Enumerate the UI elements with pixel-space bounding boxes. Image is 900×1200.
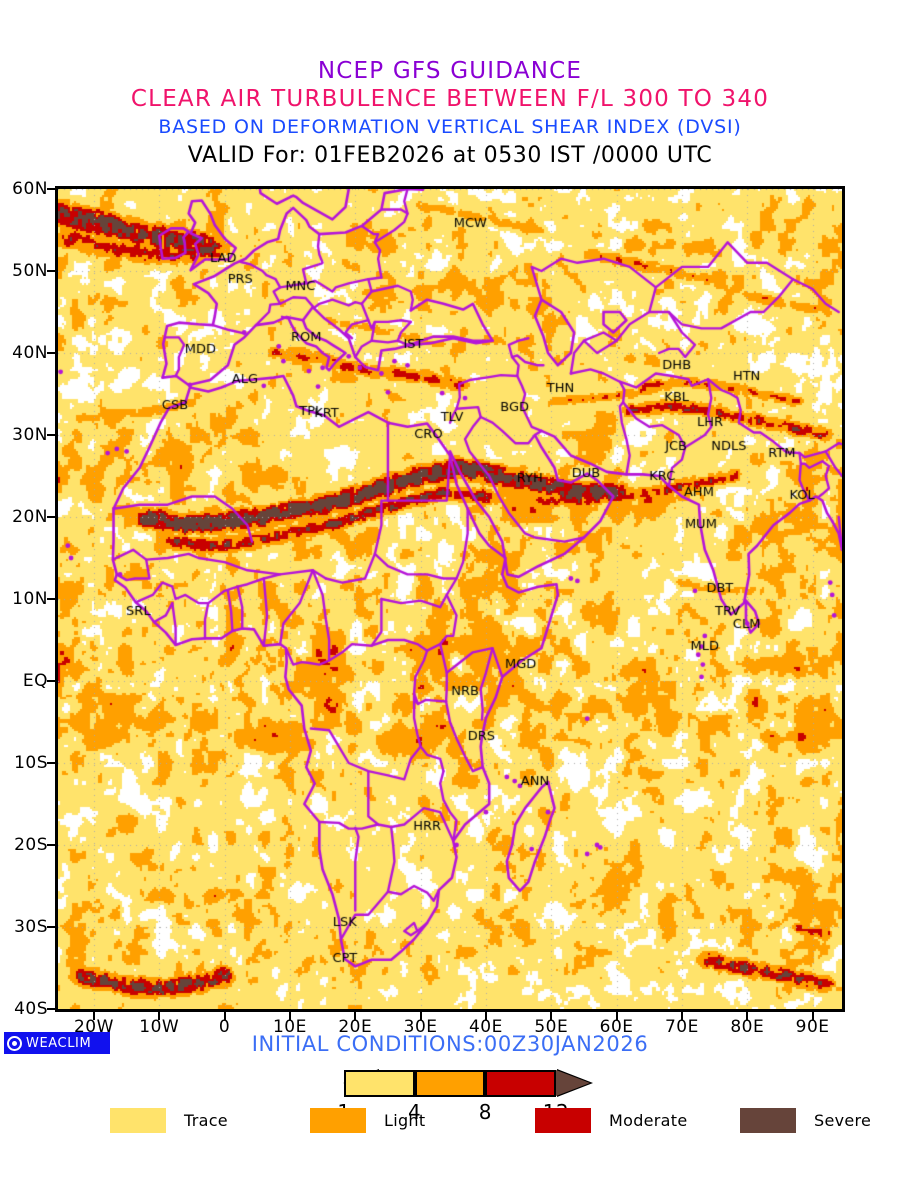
lat-tick-30N (47, 434, 55, 436)
legend-item-light: Light (310, 1108, 425, 1133)
lon-label-20E: 20E (338, 1017, 373, 1037)
legend-item-trace: Trace (110, 1108, 228, 1133)
legend-label-light: Light (384, 1111, 426, 1130)
lon-tick-20W (92, 1012, 95, 1020)
legend-label-moderate: Moderate (609, 1111, 688, 1130)
legend-item-severe: Severe (740, 1108, 871, 1133)
lon-label-70E: 70E (664, 1017, 699, 1037)
lat-label-30N: 30N (12, 425, 48, 445)
legend-label-trace: Trace (184, 1111, 228, 1130)
lon-label-50E: 50E (534, 1017, 569, 1037)
lat-tick-20N (47, 516, 55, 518)
lon-tick-10E (288, 1012, 291, 1020)
colorbar-right-arrow (556, 1070, 590, 1096)
lat-label-40S: 40S (14, 999, 48, 1019)
lat-label-20N: 20N (12, 507, 48, 527)
colorbar-cell-moderate (485, 1070, 556, 1097)
lat-label-10S: 10S (14, 753, 48, 773)
legend-label-severe: Severe (814, 1111, 872, 1130)
lat-tick-40N (47, 352, 55, 354)
legend-swatch-light (310, 1108, 366, 1133)
lat-tick-40S (47, 1008, 55, 1010)
lat-tick-20S (47, 844, 55, 846)
lon-label-60E: 60E (599, 1017, 634, 1037)
map-frame (55, 186, 845, 1012)
lon-label-0: 0 (218, 1017, 231, 1037)
lat-label-10N: 10N (12, 589, 48, 609)
lon-tick-40E (484, 1012, 487, 1020)
colorbar: 1 4 8 12 (337, 1069, 593, 1124)
weaclim-circle-icon (7, 1035, 22, 1051)
colorbar-cell-light (414, 1070, 486, 1097)
colorbar-cell-trace (344, 1070, 415, 1097)
lon-tick-60E (615, 1012, 618, 1020)
lat-tick-60N (47, 188, 55, 190)
lon-tick-10W (158, 1012, 161, 1020)
title-valid-time: VALID For: 01FEB2026 at 0530 IST /0000 U… (187, 143, 713, 168)
legend-item-moderate: Moderate (535, 1108, 688, 1133)
colorbar-tick-4: 4 (408, 1100, 422, 1124)
lat-label-EQ: EQ (22, 671, 48, 691)
title-model: NCEP GFS GUIDANCE (317, 58, 583, 84)
colorbar-tick-8: 8 (478, 1100, 492, 1124)
title-block: NCEP GFS GUIDANCE CLEAR AIR TURBULENCE B… (0, 58, 900, 171)
lon-label-90E: 90E (795, 1017, 830, 1037)
legend-swatch-moderate (535, 1108, 591, 1133)
lon-tick-70E (680, 1012, 683, 1020)
lon-label-10E: 10E (272, 1017, 307, 1037)
weaclim-logo-badge[interactable]: WEACLIM (4, 1032, 110, 1054)
lon-tick-30E (419, 1012, 422, 1020)
lon-tick-0 (223, 1012, 226, 1020)
lon-tick-90E (811, 1012, 814, 1020)
title-product: CLEAR AIR TURBULENCE BETWEEN F/L 300 TO … (130, 86, 770, 112)
initial-conditions-text: INITIAL CONDITIONS:00Z30JAN2026 (251, 1032, 649, 1056)
category-legend: Trace Light Moderate Severe (0, 1108, 900, 1138)
lon-label-40E: 40E (468, 1017, 503, 1037)
legend-swatch-trace (110, 1108, 166, 1133)
colorbar-block: 1 4 8 12 (0, 1069, 900, 1130)
lon-tick-50E (550, 1012, 553, 1020)
legend-swatch-severe (740, 1108, 796, 1133)
lat-tick-10S (47, 762, 55, 764)
lon-label-80E: 80E (730, 1017, 765, 1037)
lon-tick-80E (746, 1012, 749, 1020)
title-method: BASED ON DEFORMATION VERTICAL SHEAR INDE… (158, 116, 742, 138)
lat-tick-50N (47, 270, 55, 272)
turbulence-map-canvas[interactable] (58, 189, 842, 1009)
lon-tick-20E (354, 1012, 357, 1020)
lon-label-10W: 10W (139, 1017, 180, 1037)
lat-label-30S: 30S (14, 917, 48, 937)
lat-label-60N: 60N (12, 179, 48, 199)
lat-label-40N: 40N (12, 343, 48, 363)
lat-tick-30S (47, 926, 55, 928)
weaclim-label: WEACLIM (26, 1035, 92, 1051)
lat-tick-10N (47, 598, 55, 600)
lat-tick-EQ (47, 680, 55, 682)
lon-label-30E: 30E (403, 1017, 438, 1037)
lat-label-50N: 50N (12, 261, 48, 281)
lat-label-20S: 20S (14, 835, 48, 855)
